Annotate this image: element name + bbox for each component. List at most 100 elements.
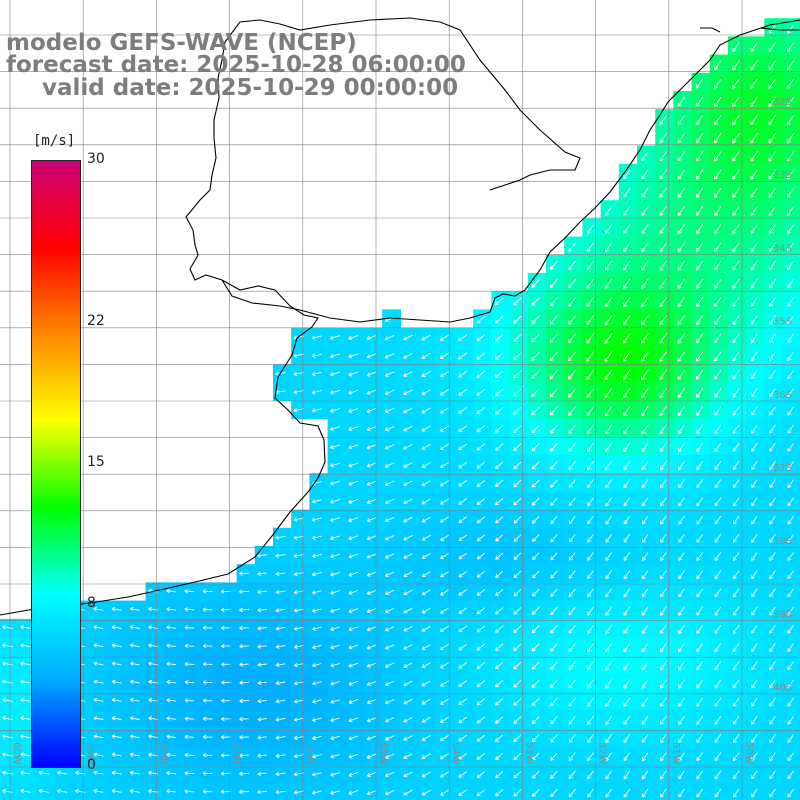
wind-arrow <box>696 424 704 435</box>
wind-arrow <box>678 788 685 798</box>
wind-arrow <box>622 296 631 308</box>
wind-arrow <box>221 680 231 685</box>
wind-arrow <box>786 151 795 162</box>
wind-arrow <box>550 606 558 616</box>
wind-arrow <box>385 753 395 759</box>
wind-arrow <box>476 589 486 596</box>
wind-arrow <box>421 662 431 669</box>
wind-arrow <box>586 442 595 453</box>
wind-arrow <box>696 624 704 635</box>
wind-arrow <box>659 715 667 725</box>
wind-arrow <box>641 387 649 399</box>
wind-arrow <box>605 497 612 507</box>
wind-arrow <box>239 625 249 631</box>
wind-arrow <box>659 661 667 671</box>
wind-arrow <box>605 734 612 744</box>
wind-arrow <box>732 205 740 217</box>
wind-arrow <box>678 497 685 507</box>
wind-arrow <box>678 552 685 562</box>
wind-arrow <box>550 661 558 670</box>
wind-arrow <box>403 607 413 614</box>
wind-arrow <box>239 753 249 758</box>
wind-arrow <box>549 297 558 307</box>
wind-speed-cell <box>746 709 765 729</box>
wind-arrow <box>750 242 758 253</box>
wind-arrow <box>257 717 268 722</box>
wind-arrow <box>769 424 776 434</box>
wind-arrow <box>129 625 140 630</box>
wind-arrow <box>659 369 667 381</box>
wind-arrow <box>275 717 286 722</box>
wind-arrow <box>202 734 213 740</box>
wind-arrow <box>257 607 268 613</box>
wind-arrow <box>587 534 594 543</box>
wind-arrow <box>476 789 486 797</box>
wind-arrow <box>348 699 359 704</box>
wind-arrow <box>458 789 468 796</box>
wind-arrow <box>476 625 486 633</box>
wind-arrow <box>622 314 631 326</box>
wind-arrow <box>732 715 740 725</box>
wind-arrow <box>421 425 431 432</box>
wind-arrow <box>787 788 794 798</box>
wind-arrow <box>751 497 758 507</box>
wind-arrow <box>714 351 722 362</box>
latitude-label: 39S <box>773 609 792 620</box>
wind-arrow <box>20 625 31 630</box>
wind-arrow <box>732 78 740 89</box>
wind-speed-cell <box>54 782 74 800</box>
wind-arrow <box>239 607 249 613</box>
wind-arrow <box>787 533 794 543</box>
wind-arrow <box>604 424 613 435</box>
wind-arrow <box>768 278 776 289</box>
wind-arrow <box>605 606 613 616</box>
wind-arrow <box>458 370 468 378</box>
wind-arrow <box>111 606 122 612</box>
wind-arrow <box>312 644 322 650</box>
wind-arrow <box>713 78 722 89</box>
wind-arrow <box>586 315 595 326</box>
wind-arrow <box>769 442 776 452</box>
wind-arrow <box>385 516 395 523</box>
wind-arrow <box>531 570 540 579</box>
grid-labels: 32S 33S 34S 35S 36S 37S 38S 39S 40S 60W 59W 58W 57W 5… <box>11 97 792 765</box>
wind-arrow <box>440 516 449 523</box>
wind-arrow <box>311 371 322 377</box>
wind-arrow <box>713 187 722 198</box>
wind-speed-cell <box>491 473 511 492</box>
wind-arrow <box>458 607 468 614</box>
wind-arrow <box>750 369 758 380</box>
wind-arrow <box>641 242 649 253</box>
wind-arrow <box>184 607 195 612</box>
wind-arrow <box>293 790 304 795</box>
wind-arrow <box>750 60 758 71</box>
wind-arrow <box>605 479 613 489</box>
wind-arrow <box>366 371 377 377</box>
wind-arrow <box>275 553 286 558</box>
wind-arrow <box>786 96 795 108</box>
wind-arrow <box>130 697 140 703</box>
wind-speed-cell <box>473 618 492 638</box>
wind-arrow <box>768 260 776 271</box>
wind-arrow <box>659 278 667 289</box>
wind-arrow <box>787 770 794 780</box>
wind-arrow <box>330 644 340 650</box>
wind-arrow <box>184 625 195 630</box>
wind-arrow <box>787 624 794 634</box>
wind-arrow <box>696 697 704 707</box>
wind-arrow <box>403 680 413 687</box>
wind-arrow <box>531 370 540 379</box>
wind-arrow <box>768 96 777 108</box>
wind-arrow <box>659 734 667 744</box>
wind-arrow <box>348 735 359 741</box>
wind-arrow <box>696 679 704 689</box>
wind-arrow <box>2 661 13 666</box>
wind-arrow <box>732 533 740 543</box>
wind-arrow <box>622 278 631 289</box>
wind-arrow <box>166 607 177 612</box>
wind-arrow <box>696 479 704 489</box>
wind-arrow <box>732 497 740 507</box>
wind-arrow <box>20 643 31 648</box>
wind-arrow <box>750 442 758 452</box>
wind-arrow <box>750 96 758 108</box>
